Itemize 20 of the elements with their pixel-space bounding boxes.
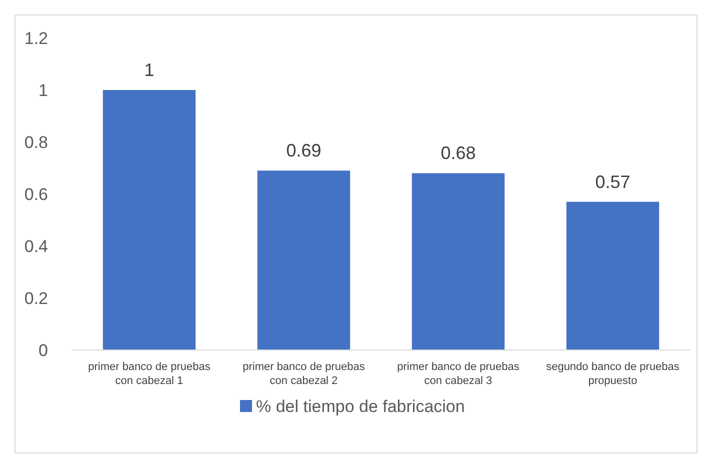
y-tick-label: 1.2 [24,28,48,48]
y-tick-label: 0 [38,340,48,360]
data-label: 0.69 [286,140,322,161]
y-tick-label: 0.6 [24,184,48,204]
x-tick-label: primer banco de pruebas con cabezal 3 [397,361,520,387]
y-tick-label: 0.8 [24,132,48,152]
y-tick-label: 0.2 [24,288,48,308]
y-tick-label: 0.4 [24,236,48,256]
data-label: 0.68 [440,143,476,164]
data-label: 1 [144,60,154,80]
x-tick-label: primer banco de pruebas con cabezal 1 [88,361,211,387]
x-tick-label: primer banco de pruebas con cabezal 2 [242,361,366,387]
x-tick-label: segundo banco de pruebas propuesto [546,361,680,387]
legend-label: % del tiempo de fabricacion [256,396,465,416]
data-label: 0.57 [595,172,630,192]
y-tick-label: 1 [38,80,48,100]
bar [257,170,350,350]
bar [102,90,196,350]
bar [412,173,505,350]
bar [566,202,660,350]
